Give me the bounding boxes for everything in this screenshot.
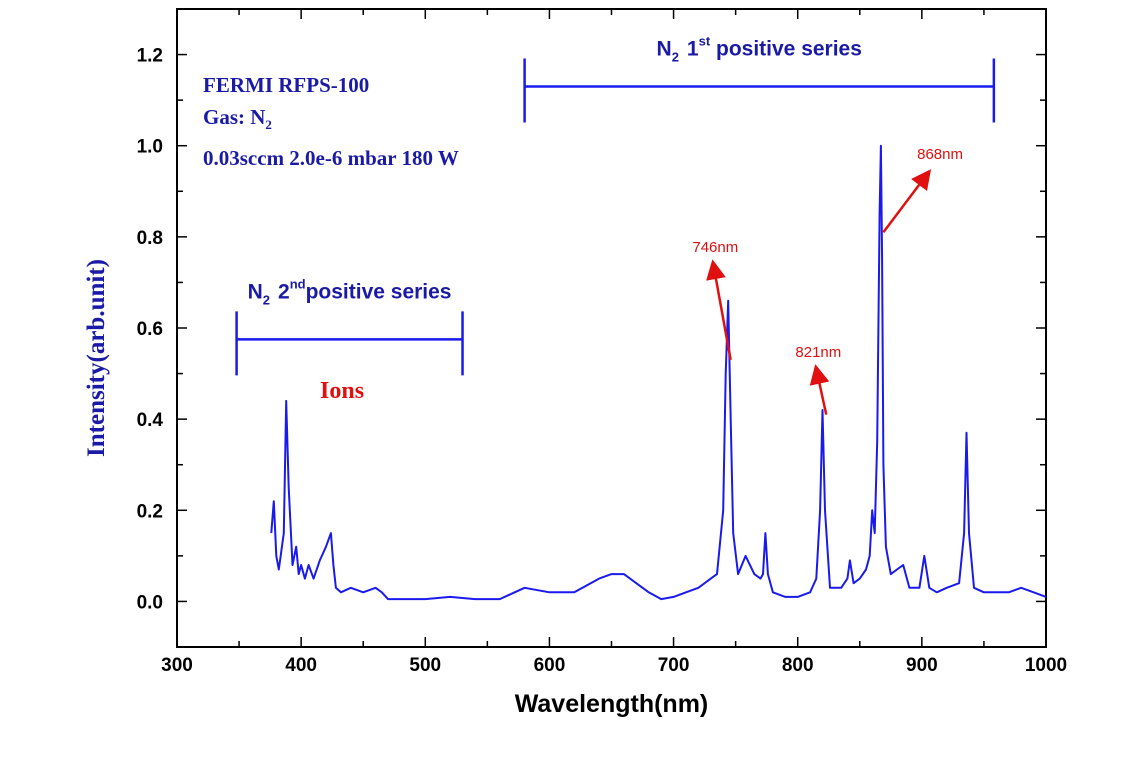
x-tick-label: 900 <box>906 655 938 676</box>
peak-arrow <box>706 259 732 361</box>
first-positive-series-bracket <box>523 58 996 123</box>
first-series-text: positive series <box>710 37 862 60</box>
first-series-prefix: N <box>657 37 672 60</box>
x-tick-label: 300 <box>161 655 193 676</box>
y-axis-ticks <box>177 8 1046 648</box>
first-series-subscript: 2 <box>672 49 679 64</box>
peak-label: 868nm <box>917 146 963 163</box>
y-tick-label: 0.8 <box>137 228 163 249</box>
x-tick-label: 700 <box>658 655 690 676</box>
ions-label: Ions <box>320 378 364 404</box>
peak-label: 821nm <box>795 344 841 361</box>
second-positive-series-label: N2 2ndpositive series <box>248 276 452 307</box>
x-tick-label: 600 <box>534 655 566 676</box>
x-axis-ticks <box>176 9 1047 647</box>
y-axis-tick-labels: 0.0 0.2 0.4 0.6 0.8 1.0 1.2 <box>137 46 164 614</box>
plot-frame <box>176 8 1047 648</box>
y-tick-label: 0.4 <box>137 410 164 431</box>
peak-arrow <box>809 364 830 415</box>
x-tick-label: 500 <box>409 655 441 676</box>
peak-annotations: 746nm 821nm 868nm <box>692 146 963 415</box>
first-positive-series-label: N2 1st positive series <box>657 33 862 64</box>
y-tick-label: 1.0 <box>137 137 163 158</box>
first-series-superscript: st <box>699 33 711 48</box>
info-gas-label: Gas: N <box>203 105 265 129</box>
second-series-text: positive series <box>306 280 452 303</box>
y-tick-label: 0.6 <box>137 319 163 340</box>
y-axis-title: Intensity(arb.unit) <box>83 259 110 457</box>
peak-arrow <box>882 169 932 234</box>
second-series-superscript: nd <box>290 276 306 291</box>
second-series-prefix: N <box>248 280 263 303</box>
info-instrument: FERMI RFPS-100 <box>203 73 369 97</box>
x-axis-title: Wavelength(nm) <box>515 690 709 718</box>
y-tick-label: 1.2 <box>137 46 163 67</box>
second-series-subscript: 2 <box>263 292 270 307</box>
x-tick-label: 800 <box>782 655 814 676</box>
x-tick-label: 400 <box>285 655 317 676</box>
first-series-number: 1 <box>687 37 699 60</box>
x-tick-label: 1000 <box>1025 655 1067 676</box>
info-gas-subscript: 2 <box>265 117 272 132</box>
info-conditions: 0.03sccm 2.0e-6 mbar 180 W <box>203 146 459 170</box>
x-axis-tick-labels: 300 400 500 600 700 800 900 1000 <box>161 655 1067 676</box>
y-tick-label: 0.2 <box>137 501 163 522</box>
peak-label: 746nm <box>692 239 738 256</box>
second-positive-series-bracket <box>235 311 464 376</box>
info-gas: Gas: N2 <box>203 105 272 132</box>
spectrum-line <box>270 144 1047 601</box>
y-tick-label: 0.0 <box>137 592 163 613</box>
second-series-number: 2 <box>278 280 290 303</box>
